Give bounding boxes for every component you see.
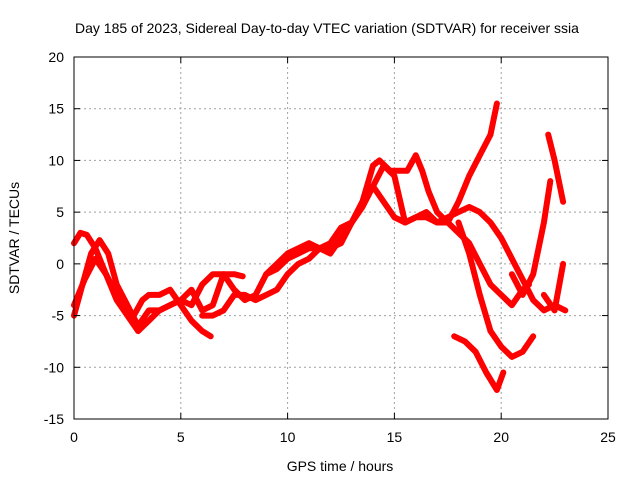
y-tick-label: -5 <box>52 308 65 324</box>
series-line-trace-h <box>508 178 554 298</box>
y-tick-label: 10 <box>48 152 64 168</box>
series-line-trace-i <box>540 260 567 314</box>
series-line-trace-b <box>71 237 246 329</box>
series-line-trace-f <box>451 333 507 393</box>
series-line-trace-g <box>455 219 537 360</box>
data-series <box>71 100 569 393</box>
x-tick-label: 15 <box>387 429 403 445</box>
y-tick-label: 20 <box>48 49 64 65</box>
chart-title: Day 185 of 2023, Sidereal Day-to-day VTE… <box>75 20 579 36</box>
series-line-trace-j <box>545 131 567 205</box>
y-tick-label: -10 <box>44 359 64 375</box>
x-tick-label: 20 <box>493 429 509 445</box>
plot-frame <box>73 56 609 420</box>
y-tick-label: -15 <box>44 411 64 427</box>
x-tick-label: 10 <box>280 429 296 445</box>
y-tick-label: 0 <box>56 256 64 272</box>
y-tick-label: 15 <box>48 101 64 117</box>
y-axis-label: SDTVAR / TECUs <box>6 182 22 294</box>
series-line-trace-d <box>199 152 532 319</box>
series-line-trace-a <box>71 229 214 340</box>
x-axis-label: GPS time / hours <box>287 458 394 474</box>
axis-ticks: 0 5 10 15 20 25 -15 -10 -5 0 5 10 15 20 <box>44 49 616 445</box>
y-tick-label: 5 <box>56 204 64 220</box>
grid <box>74 57 608 419</box>
x-tick-label: 5 <box>177 429 185 445</box>
x-tick-label: 25 <box>600 429 616 445</box>
x-tick-label: 0 <box>70 429 78 445</box>
series-line-trace-e <box>263 100 500 278</box>
